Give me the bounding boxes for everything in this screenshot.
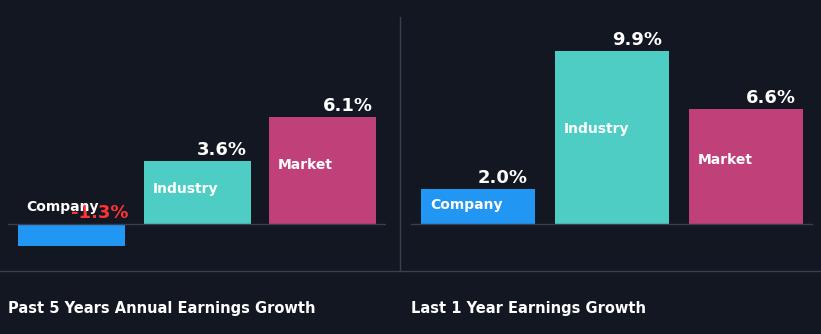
- Text: Last 1 Year Earnings Growth: Last 1 Year Earnings Growth: [410, 301, 645, 316]
- Text: 9.9%: 9.9%: [612, 31, 662, 49]
- Text: 6.6%: 6.6%: [745, 89, 796, 107]
- Text: 6.1%: 6.1%: [323, 97, 373, 115]
- Text: Industry: Industry: [153, 182, 218, 196]
- Bar: [420, 189, 534, 224]
- Text: Industry: Industry: [564, 122, 630, 136]
- Bar: [18, 224, 125, 246]
- Text: Company: Company: [26, 200, 99, 214]
- Text: 3.6%: 3.6%: [197, 141, 247, 159]
- Bar: [555, 51, 668, 224]
- Bar: [269, 118, 376, 224]
- Bar: [689, 109, 803, 224]
- Text: Past 5 Years Annual Earnings Growth: Past 5 Years Annual Earnings Growth: [8, 301, 316, 316]
- Text: -1.3%: -1.3%: [71, 203, 129, 221]
- Text: Market: Market: [698, 153, 753, 167]
- Text: Market: Market: [278, 158, 333, 172]
- Bar: [144, 161, 250, 224]
- Text: 2.0%: 2.0%: [478, 169, 528, 187]
- Text: Company: Company: [430, 197, 502, 211]
